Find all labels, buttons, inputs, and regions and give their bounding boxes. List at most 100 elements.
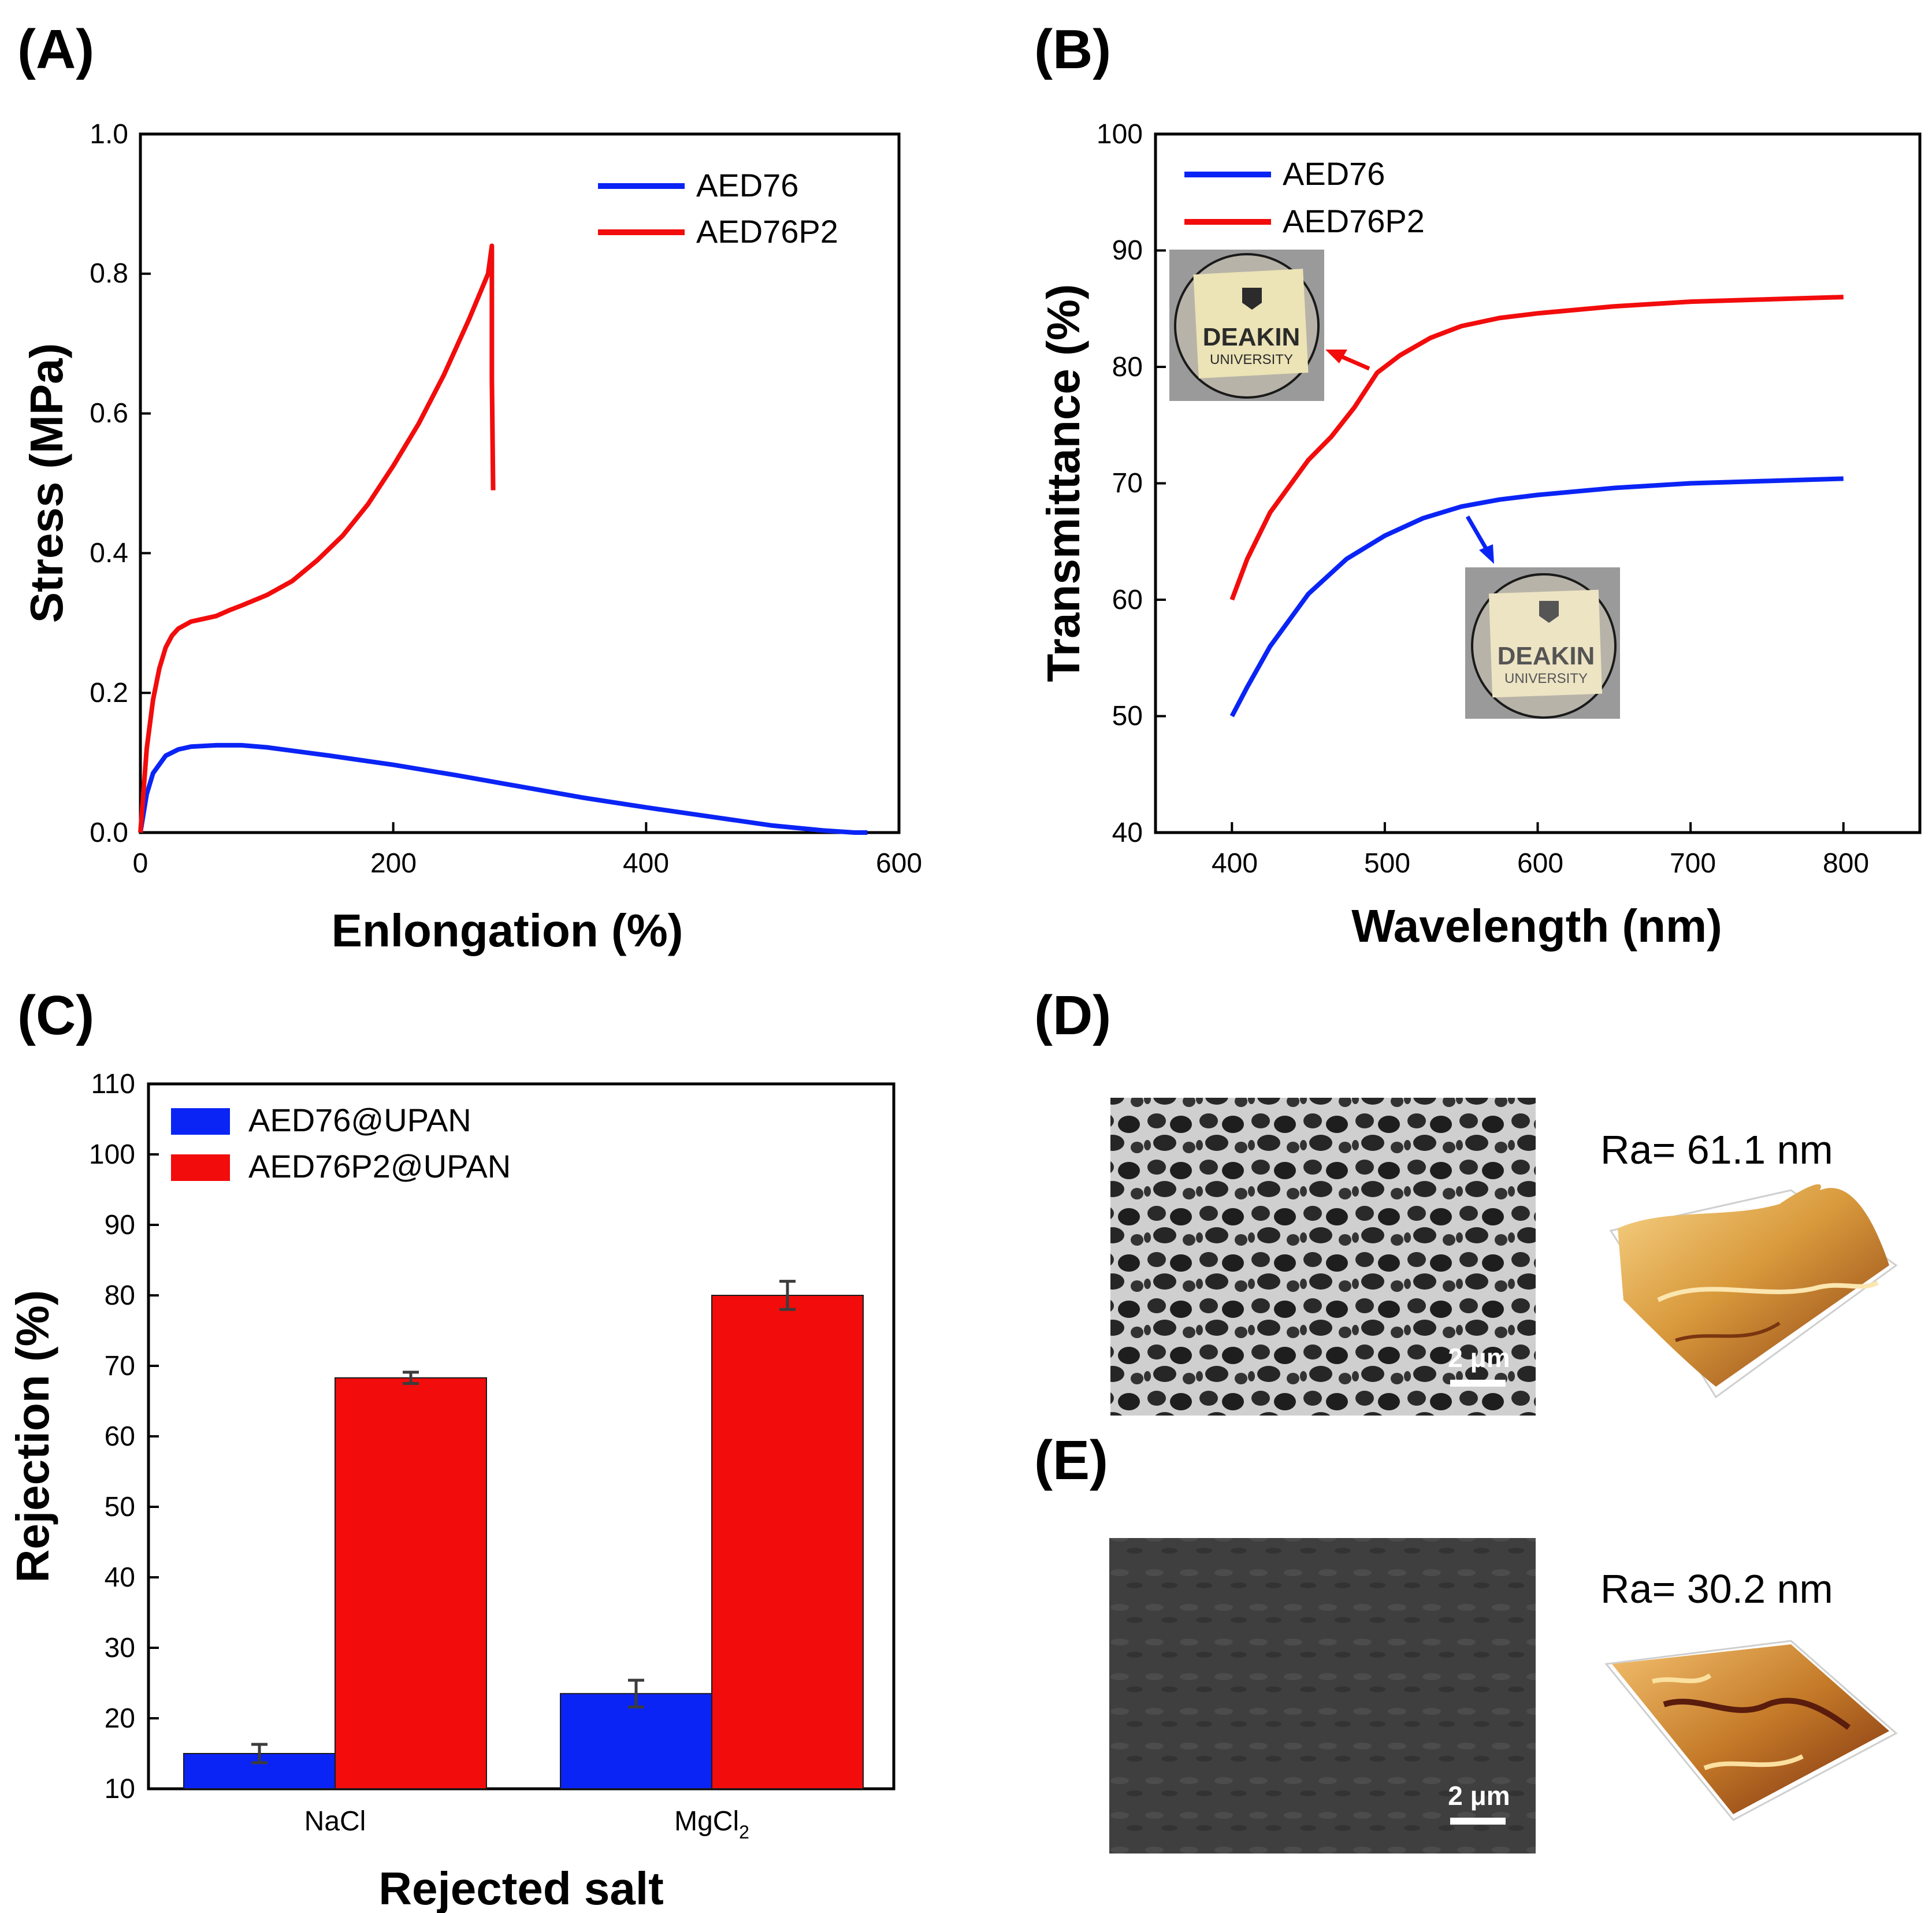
bar-aed76-upan-mgcl2	[560, 1693, 712, 1790]
panel-b-xtick-labels: 400 500 600 700 800	[1212, 848, 1869, 879]
panel-a-ytick-label: 0.2	[90, 678, 128, 708]
panel-c-axis-ticks: 10 20 30 40 50 60 70 80 90 100 110	[89, 1069, 159, 1804]
inset-photo-line1: DEAKIN	[1203, 323, 1301, 351]
panel-a-xtick-labels: 0 200 400 600	[133, 848, 922, 879]
legend-swatch-aed76p2-upan	[171, 1154, 230, 1181]
panel-a-ytick-label: 0.4	[90, 538, 128, 569]
bar-aed76p2-upan-nacl	[335, 1377, 487, 1789]
panel-c-ytick-label: 90	[105, 1210, 135, 1240]
panel-a-ytick-label: 0.6	[90, 398, 128, 429]
afm-image-e	[1604, 1640, 1898, 1821]
panel-e-roughness: Ra= 30.2 nm	[1600, 1566, 1833, 1611]
panel-c: (C) 10 20 30 40 50 60 70 80 90 100 110 N…	[7, 985, 896, 1913]
scale-bar-d	[1450, 1380, 1506, 1387]
panel-c-ytick-label: 70	[105, 1351, 135, 1381]
arrow-blue	[1465, 515, 1494, 564]
panel-b-xtick-label: 600	[1517, 848, 1563, 879]
panel-c-ytick-label: 100	[89, 1139, 135, 1170]
deakin-logo-icon	[1539, 601, 1559, 623]
panel-b-xlabel: Wavelength (nm)	[1351, 900, 1722, 952]
panel-a-plot-frame	[139, 132, 901, 834]
panel-a: (A) 0 200 400 600 0.0 0.2 0.4 0.6 0.8 1.…	[17, 18, 922, 956]
panel-b-series	[1229, 295, 1844, 718]
error-bar	[779, 1280, 796, 1311]
panel-a-series	[138, 243, 868, 835]
panel-b-xtick-label: 800	[1823, 848, 1869, 879]
bar-aed76p2-upan-mgcl2	[711, 1295, 864, 1789]
category-label-nacl: NaCl	[304, 1806, 366, 1837]
panel-b-xtick-label: 700	[1670, 848, 1716, 879]
panel-c-tick-marks	[148, 1083, 159, 1790]
panel-b-ytick-label: 100	[1097, 119, 1143, 150]
panel-c-legend: AED76@UPAN AED76P2@UPAN	[171, 1102, 511, 1184]
panel-e: (E) 2 μm Ra= 30.2 nm	[1034, 1429, 1898, 1853]
panel-a-xtick-label: 400	[623, 848, 669, 879]
deakin-logo-icon	[1242, 288, 1262, 310]
legend-label-aed76p2: AED76P2	[696, 213, 838, 250]
panel-a-ytick-label: 1.0	[90, 119, 128, 150]
panel-c-ytick-label: 10	[105, 1774, 135, 1804]
inset-photo-line1: DEAKIN	[1498, 642, 1595, 670]
panel-c-category-labels: NaCl MgCl2	[304, 1806, 749, 1843]
panel-d-label: (D)	[1034, 985, 1111, 1046]
panel-c-ytick-label: 60	[105, 1421, 135, 1452]
legend-label-aed76: AED76	[1283, 155, 1385, 192]
panel-b-xtick-label: 500	[1364, 848, 1410, 879]
legend-label-aed76p2: AED76P2	[1283, 203, 1425, 239]
panel-b-plot-frame	[1154, 132, 1922, 834]
panel-c-ylabel: Rejection (%)	[7, 1290, 58, 1583]
legend-label-aed76-upan: AED76@UPAN	[248, 1102, 471, 1138]
panel-c-ytick-label: 40	[105, 1562, 135, 1593]
panel-b-series-line-aed76	[1229, 476, 1844, 718]
panel-c-ytick-label: 20	[105, 1703, 135, 1734]
panel-b-ylabel: Transmittance (%)	[1038, 284, 1089, 682]
legend-label-aed76: AED76	[696, 167, 798, 203]
error-bar	[251, 1743, 267, 1765]
panel-b-xtick-label: 400	[1212, 848, 1258, 879]
inset-photo-line2: UNIVERSITY	[1504, 671, 1588, 686]
panel-a-xtick-label: 0	[133, 848, 148, 879]
panel-a-axis-ticks: 0 200 400 600 0.0 0.2 0.4 0.6 0.8 1.0	[90, 119, 922, 879]
panel-d: (D) 2 μm Ra= 61.1 nm	[1034, 985, 1898, 1416]
panel-b-label: (B)	[1034, 18, 1111, 80]
panel-b-tick-marks	[1156, 133, 1845, 834]
panel-c-label: (C)	[17, 985, 94, 1046]
category-label-mgcl2: MgCl2	[674, 1806, 749, 1843]
panel-b-axis-ticks: 400 500 600 700 800 40 50 60 70 80 90 10…	[1097, 119, 1869, 879]
panel-a-label: (A)	[17, 18, 94, 80]
panel-c-xlabel: Rejected salt	[378, 1863, 664, 1913]
panel-b: (B) 400 500 600 700 800 40 50 60 70 80 9…	[1034, 18, 1922, 952]
panel-c-ytick-label: 80	[105, 1280, 135, 1311]
panel-a-xtick-label: 600	[876, 848, 922, 879]
panel-a-legend: AED76 AED76P2	[598, 167, 838, 250]
scale-bar-d-label: 2 μm	[1448, 1343, 1510, 1373]
panel-c-bars	[183, 1280, 864, 1790]
panel-a-ytick-label: 0.8	[90, 258, 128, 289]
legend-label-aed76p2-upan: AED76P2@UPAN	[248, 1148, 511, 1184]
panel-a-ytick-label: 0.0	[90, 818, 128, 848]
afm-image-d	[1609, 1184, 1898, 1399]
sem-image-smooth	[1109, 1538, 1536, 1853]
panel-b-legend: AED76 AED76P2	[1184, 155, 1425, 239]
panel-b-ytick-label: 40	[1112, 818, 1143, 848]
panel-c-ytick-labels: 10 20 30 40 50 60 70 80 90 100 110	[89, 1069, 135, 1804]
panel-b-ytick-labels: 40 50 60 70 80 90 100	[1097, 119, 1143, 848]
panel-d-roughness: Ra= 61.1 nm	[1600, 1127, 1833, 1172]
panel-b-ytick-label: 50	[1112, 701, 1143, 731]
panel-c-ytick-label: 30	[105, 1633, 135, 1663]
panel-a-ylabel: Stress (MPa)	[21, 343, 72, 623]
scale-bar-e-label: 2 μm	[1448, 1781, 1510, 1811]
panel-e-label: (E)	[1034, 1429, 1108, 1491]
panel-b-ytick-label: 70	[1112, 468, 1143, 499]
panel-c-ytick-label: 110	[91, 1069, 135, 1099]
panel-a-series-line-aed76p2	[138, 243, 496, 833]
sem-image-porous	[1110, 1098, 1536, 1416]
error-bar	[403, 1370, 419, 1385]
panel-a-series-line-aed76	[138, 742, 868, 835]
arrow-red	[1325, 350, 1370, 371]
panel-b-ytick-label: 60	[1112, 585, 1143, 615]
panel-c-ytick-label: 50	[105, 1492, 135, 1522]
panel-b-ytick-label: 80	[1112, 352, 1143, 382]
panel-a-xtick-label: 200	[370, 848, 417, 879]
